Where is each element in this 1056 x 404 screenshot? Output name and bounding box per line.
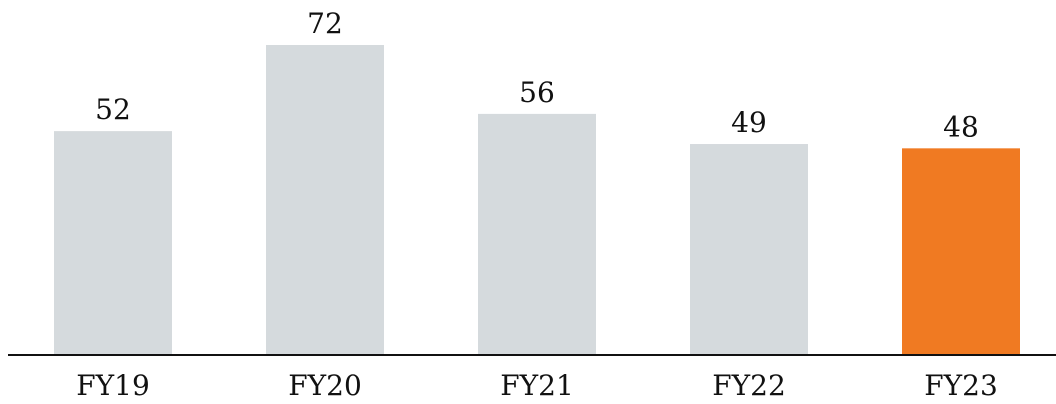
value-label-fy23: 48 xyxy=(943,110,979,143)
bar-fy22 xyxy=(690,144,808,355)
x-tick-label-fy20: FY20 xyxy=(288,369,362,402)
value-label-fy21: 56 xyxy=(519,76,555,109)
bar-fy19 xyxy=(54,131,172,355)
value-labels-group: 52 72 56 49 48 xyxy=(95,7,979,143)
value-label-fy19: 52 xyxy=(95,93,131,126)
x-tick-label-fy23: FY23 xyxy=(924,369,998,402)
value-label-fy20: 72 xyxy=(307,7,343,40)
bar-fy21 xyxy=(478,113,596,355)
x-tick-label-fy21: FY21 xyxy=(500,369,574,402)
x-tick-label-fy19: FY19 xyxy=(76,369,150,402)
value-label-fy22: 49 xyxy=(731,106,767,139)
bars-group xyxy=(54,45,1020,355)
x-tick-label-fy22: FY22 xyxy=(712,369,786,402)
x-tick-labels-group: FY19 FY20 FY21 FY22 FY23 xyxy=(76,369,998,402)
bar-fy20 xyxy=(266,45,384,355)
bar-fy23 xyxy=(902,148,1020,355)
